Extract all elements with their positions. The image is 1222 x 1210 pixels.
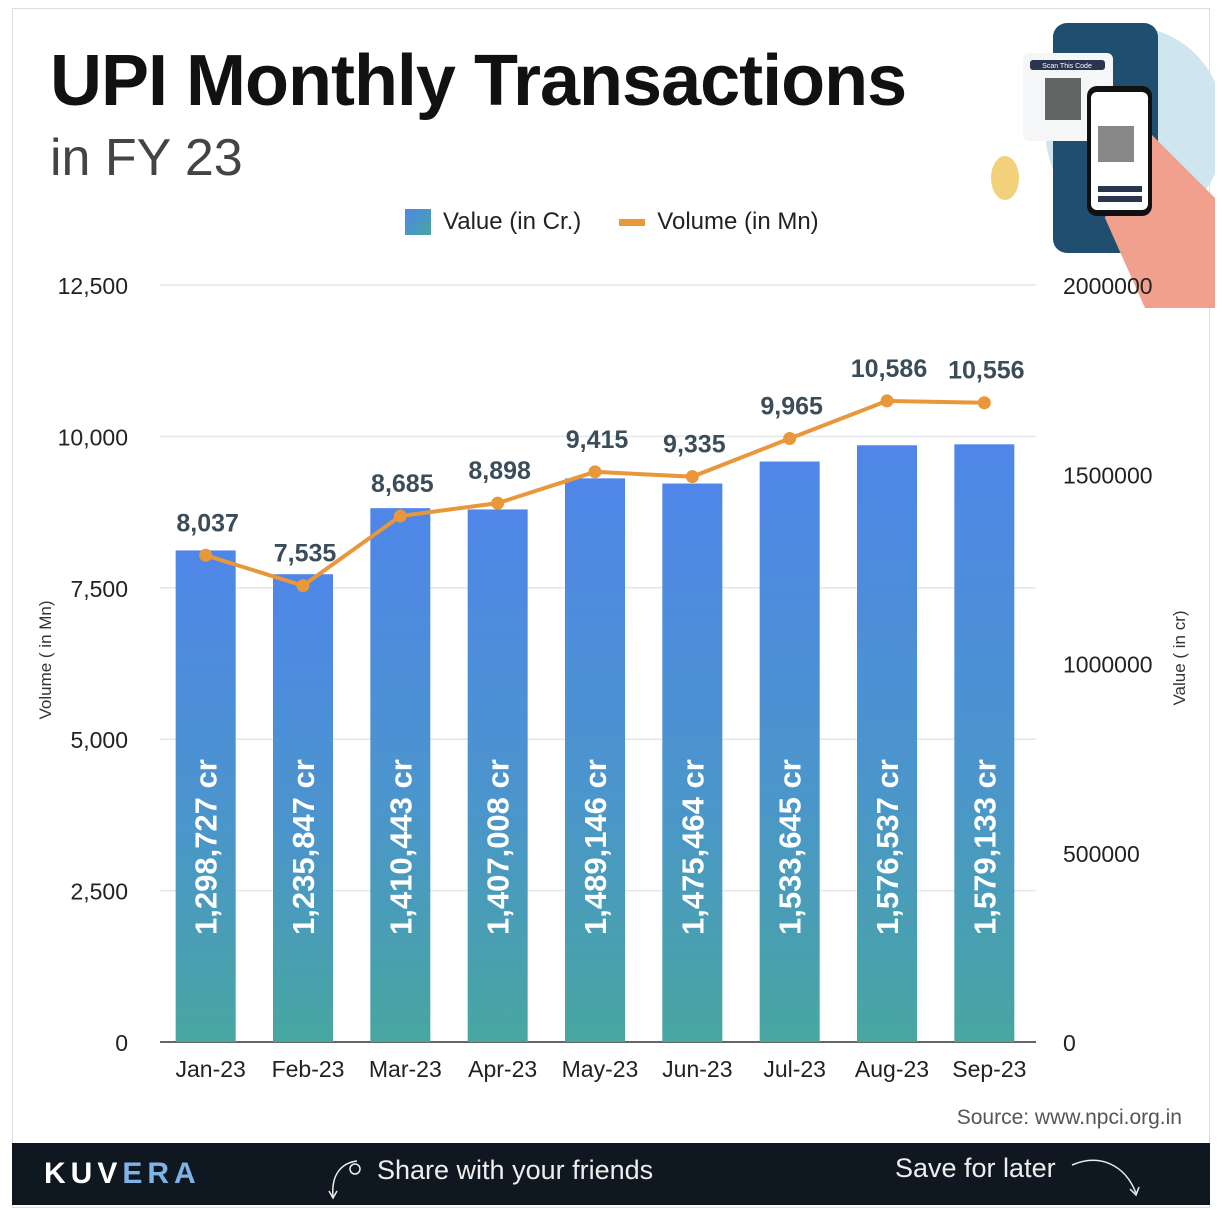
x-tick-label: Apr-23: [468, 1056, 537, 1082]
y-tick-right: 1500000: [1063, 462, 1153, 488]
bar-value-label: 1,235,847 cr: [286, 759, 321, 935]
bar: [370, 508, 431, 1042]
point-value-label: 8,898: [468, 457, 531, 485]
x-tick-label: Jul-23: [763, 1056, 826, 1082]
share-button[interactable]: Share with your friends: [377, 1155, 654, 1185]
volume-point: [685, 470, 699, 484]
volume-point: [199, 548, 213, 562]
point-value-label: 9,965: [760, 393, 823, 421]
page-title: UPI Monthly Transactions: [50, 41, 907, 121]
x-tick-label: Sep-23: [952, 1056, 1026, 1082]
bar: [759, 461, 820, 1042]
y-tick-left: 2,500: [70, 879, 128, 905]
save-button[interactable]: Save for later: [895, 1153, 1056, 1183]
bar: [467, 509, 528, 1042]
x-tick-label: Aug-23: [855, 1056, 929, 1082]
bar: [273, 574, 333, 1042]
bar-value-label: 1,533,645 cr: [773, 759, 808, 935]
legend-label-value: Value (in Cr.): [443, 208, 582, 235]
point-value-label: 8,037: [176, 509, 239, 537]
y-axis-left-label: Volume ( in Mn): [36, 600, 55, 719]
scan-code-text: Scan This Code: [1042, 63, 1092, 70]
point-value-label: 8,685: [371, 470, 434, 498]
bar-value-label: 1,489,146 cr: [578, 759, 613, 935]
y-tick-left: 0: [115, 1030, 128, 1056]
y-tick-left: 7,500: [70, 576, 128, 602]
bar-value-label: 1,298,727 cr: [189, 759, 224, 935]
x-tick-label: Feb-23: [272, 1056, 345, 1082]
legend-swatch-value: [405, 209, 431, 235]
chart: 0 2,500 5,000 7,500 10,000 12,500 0 500000 10000…: [36, 273, 1189, 1082]
curved-arrow-icon: [328, 1160, 361, 1200]
curved-arrow-icon: [1071, 1159, 1140, 1197]
kuvera-logo: KUVERA: [44, 1157, 201, 1190]
source-note: Source: www.npci.org.in: [956, 1106, 1182, 1129]
y-tick-right: 2000000: [1063, 273, 1153, 299]
bar: [954, 444, 1015, 1042]
y-tick-right: 500000: [1063, 841, 1140, 867]
point-value-label: 9,335: [663, 431, 726, 459]
bar: [857, 445, 917, 1042]
bar-value-label: 1,410,443 cr: [383, 759, 418, 935]
bar: [662, 483, 723, 1042]
bar-value-label: 1,579,133 cr: [967, 759, 1002, 935]
y-tick-left: 10,000: [58, 424, 128, 450]
volume-point: [393, 509, 407, 523]
legend-label-volume: Volume (in Mn): [657, 208, 819, 235]
page-subtitle: in FY 23: [50, 129, 243, 187]
bar-value-label: 1,576,537 cr: [870, 759, 905, 935]
volume-point: [491, 496, 505, 510]
x-tick-label: Jan-23: [176, 1056, 246, 1082]
point-value-label: 10,556: [948, 357, 1024, 385]
volume-point: [783, 432, 797, 446]
phone-illustration: Scan This Code: [991, 23, 1215, 308]
y-tick-left: 5,000: [70, 727, 128, 753]
point-value-label: 9,415: [566, 426, 629, 454]
x-tick-label: May-23: [562, 1056, 639, 1082]
bar: [565, 478, 625, 1042]
point-value-label: 7,535: [274, 540, 337, 568]
bar-value-label: 1,475,464 cr: [675, 759, 710, 935]
point-value-label: 10,586: [851, 355, 927, 383]
bar-value-label: 1,407,008 cr: [481, 759, 516, 935]
y-tick-left: 12,500: [58, 273, 128, 299]
x-tick-label: Jun-23: [662, 1056, 732, 1082]
y-tick-right: 0: [1063, 1030, 1076, 1056]
volume-point: [296, 579, 310, 593]
footer-bar: KUVERA Share with your friends Save for …: [12, 1143, 1210, 1205]
volume-point: [588, 465, 602, 479]
y-axis-right-label: Value ( in cr): [1170, 610, 1189, 705]
y-tick-right: 1000000: [1063, 652, 1153, 678]
x-tick-label: Mar-23: [369, 1056, 442, 1082]
chart-legend: Value (in Cr.) Volume (in Mn): [405, 208, 819, 236]
volume-point: [977, 396, 991, 410]
legend-swatch-volume: [619, 218, 646, 226]
bar: [175, 550, 236, 1042]
volume-point: [880, 394, 894, 408]
